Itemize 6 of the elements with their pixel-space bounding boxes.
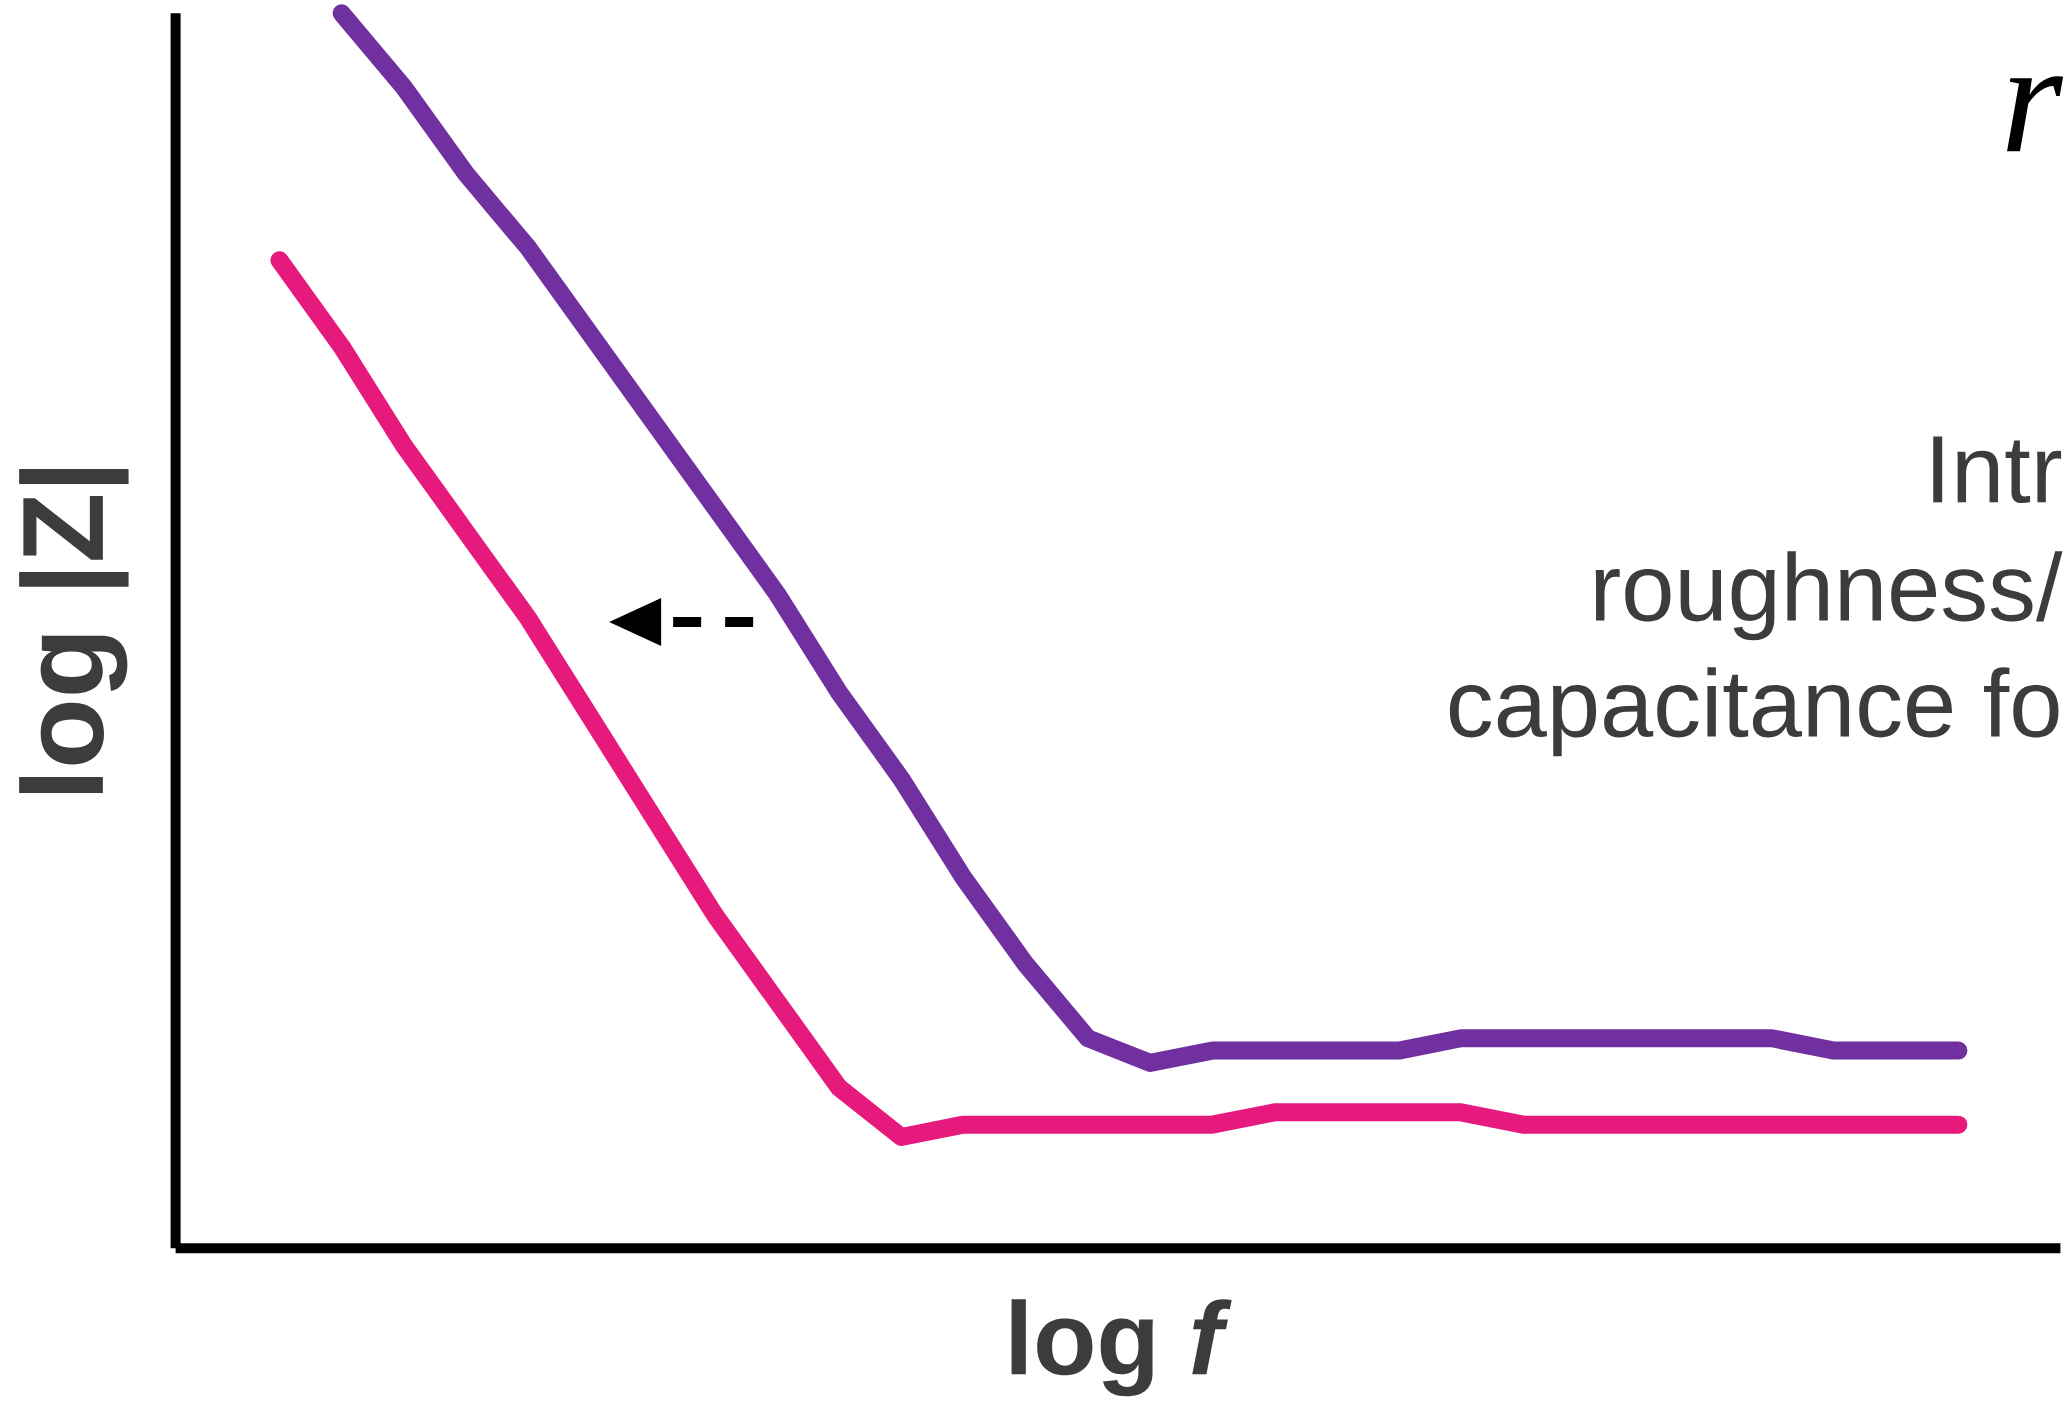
annotation: capacitance fo <box>1449 667 2059 757</box>
annotation: roughness/ <box>1595 551 2063 641</box>
x-axis-title: log f <box>1011 1299 1232 1397</box>
text: r <box>2007 76 2064 152</box>
annotation: Intr <box>1933 436 2062 504</box>
y-axis-title: log |Z| <box>19 469 129 794</box>
